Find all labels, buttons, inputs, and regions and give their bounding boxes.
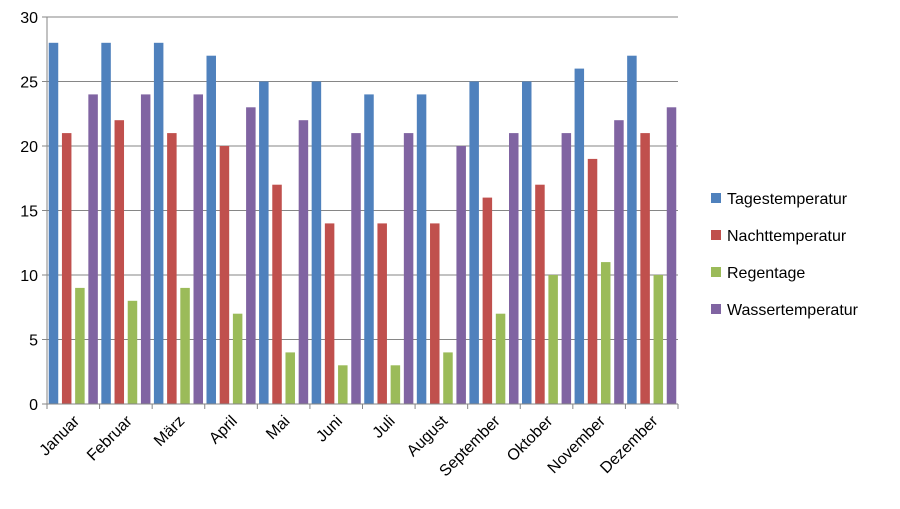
bar-regentage-juli xyxy=(390,365,401,404)
y-tick-label: 20 xyxy=(20,139,38,156)
bar-tagestemperatur-märz xyxy=(153,42,164,405)
legend: Tagestemperatur Nachttemperatur Regentage W… xyxy=(711,191,859,319)
bar-tagestemperatur-januar xyxy=(48,42,59,405)
bar-wassertemperatur-oktober xyxy=(561,133,572,404)
bar-nachttemperatur-mai xyxy=(272,184,282,404)
bar-tagestemperatur-juni xyxy=(311,81,322,404)
bars xyxy=(48,42,677,405)
y-tick-label: 15 xyxy=(20,204,38,221)
bar-regentage-märz xyxy=(180,287,190,404)
bar-regentage-oktober xyxy=(548,275,558,404)
bar-wassertemperatur-november xyxy=(614,120,624,404)
bar-wassertemperatur-juni xyxy=(351,133,361,404)
bar-wassertemperatur-september xyxy=(509,133,519,404)
bar-regentage-juni xyxy=(338,365,348,404)
x-tick-labels: Januar Februar März April Mai Juni Juli AugustS… xyxy=(37,412,662,480)
y-tick-label: 30 xyxy=(20,10,38,27)
x-tick-label: August xyxy=(404,412,452,460)
x-tick-label: Januar xyxy=(37,412,84,459)
bar-regentage-januar xyxy=(75,287,85,404)
bar-regentage-dezember xyxy=(653,275,664,404)
bar-nachttemperatur-februar xyxy=(114,120,125,404)
y-tick-label: 25 xyxy=(20,75,38,92)
bar-tagestemperatur-august xyxy=(416,94,427,405)
bar-regentage-mai xyxy=(285,352,295,404)
y-tick-label: 0 xyxy=(29,397,38,414)
legend-swatch-tagestemperatur xyxy=(711,193,721,203)
axes xyxy=(42,16,679,409)
legend-label-regentage: Regentage xyxy=(727,265,805,282)
bar-nachttemperatur-august xyxy=(430,223,440,404)
bar-tagestemperatur-juli xyxy=(364,94,374,405)
legend-label-tagestemperatur: Tagestemperatur xyxy=(727,191,848,208)
bar-nachttemperatur-juni xyxy=(324,223,335,404)
bar-nachttemperatur-september xyxy=(482,197,493,404)
bar-wassertemperatur-april xyxy=(246,107,256,405)
x-tick-label: Februar xyxy=(84,412,136,464)
x-tick-label: Dezember xyxy=(597,412,662,477)
bar-regentage-april xyxy=(232,313,243,404)
bar-wassertemperatur-februar xyxy=(140,94,151,405)
bar-wassertemperatur-juli xyxy=(403,133,414,404)
legend-swatch-wassertemperatur xyxy=(711,304,721,314)
bar-nachttemperatur-märz xyxy=(167,133,177,404)
bar-nachttemperatur-juli xyxy=(377,223,387,404)
bar-tagestemperatur-mai xyxy=(259,81,269,404)
legend-swatch-regentage xyxy=(711,267,721,277)
bar-tagestemperatur-dezember xyxy=(627,55,637,404)
legend-swatch-nachttemperatur xyxy=(711,230,721,240)
x-tick-label: Mai xyxy=(263,413,293,443)
bar-regentage-februar xyxy=(127,300,138,404)
bar-wassertemperatur-mai xyxy=(298,120,309,404)
bar-regentage-november xyxy=(600,262,611,404)
bar-nachttemperatur-oktober xyxy=(535,184,545,404)
bar-tagestemperatur-april xyxy=(206,55,216,404)
bar-wassertemperatur-märz xyxy=(193,94,204,405)
bar-tagestemperatur-november xyxy=(574,68,585,404)
legend-label-nachttemperatur: Nachttemperatur xyxy=(727,228,847,245)
bar-tagestemperatur-oktober xyxy=(521,81,532,404)
y-tick-label: 5 xyxy=(29,333,38,350)
y-tick-label: 10 xyxy=(20,268,38,285)
bar-tagestemperatur-september xyxy=(469,81,479,404)
bar-wassertemperatur-januar xyxy=(88,94,98,405)
bar-nachttemperatur-januar xyxy=(61,133,72,404)
bar-nachttemperatur-november xyxy=(587,158,598,404)
x-tick-label: Oktober xyxy=(504,412,557,465)
x-tick-label: März xyxy=(151,413,188,450)
x-tick-label: April xyxy=(206,413,241,448)
bar-wassertemperatur-dezember xyxy=(666,107,677,405)
bar-nachttemperatur-dezember xyxy=(640,133,650,404)
x-tick-label: Juni xyxy=(313,413,346,446)
legend-label-wassertemperatur: Wassertemperatur xyxy=(727,302,859,319)
bar-wassertemperatur-august xyxy=(456,146,466,404)
bar-regentage-august xyxy=(443,352,453,404)
bar-regentage-september xyxy=(495,313,506,404)
bar-nachttemperatur-april xyxy=(219,146,230,404)
bar-tagestemperatur-februar xyxy=(101,42,111,405)
gridlines xyxy=(47,16,678,340)
y-tick-labels: 0 5 10 15 20 25 30 xyxy=(20,10,38,414)
x-tick-label: Juli xyxy=(370,413,399,442)
